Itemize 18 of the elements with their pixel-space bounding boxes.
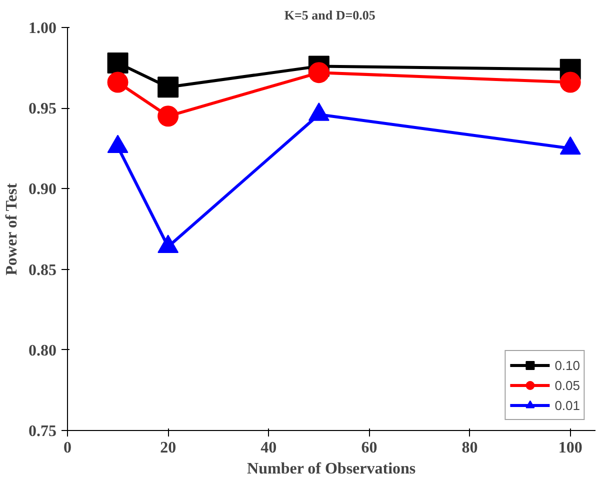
chart-title: K=5 and D=0.05	[284, 8, 376, 22]
x-axis-title: Number of Observations	[247, 460, 416, 478]
x-tick-label: 100	[558, 440, 582, 456]
legend-label: 0.10	[554, 358, 580, 372]
y-tick-label: 0.90	[28, 181, 56, 198]
x-tick-label: 0	[64, 440, 72, 456]
y-tick-label: 0.75	[28, 423, 56, 440]
y-axis-title: Power of Test	[4, 182, 20, 276]
x-tick-label: 60	[361, 440, 378, 456]
y-tick-label: 0.80	[28, 342, 56, 360]
legend-label: 0.01	[554, 398, 580, 412]
x-tick-label: 20	[160, 440, 176, 456]
legend-label: 0.05	[554, 378, 580, 392]
y-tick-label: 1.00	[28, 20, 56, 37]
y-tick-label: 0.85	[28, 262, 56, 279]
y-tick-label: 0.95	[28, 100, 56, 118]
x-tick-label: 80	[462, 440, 478, 456]
x-tick-label: 40	[260, 440, 277, 456]
